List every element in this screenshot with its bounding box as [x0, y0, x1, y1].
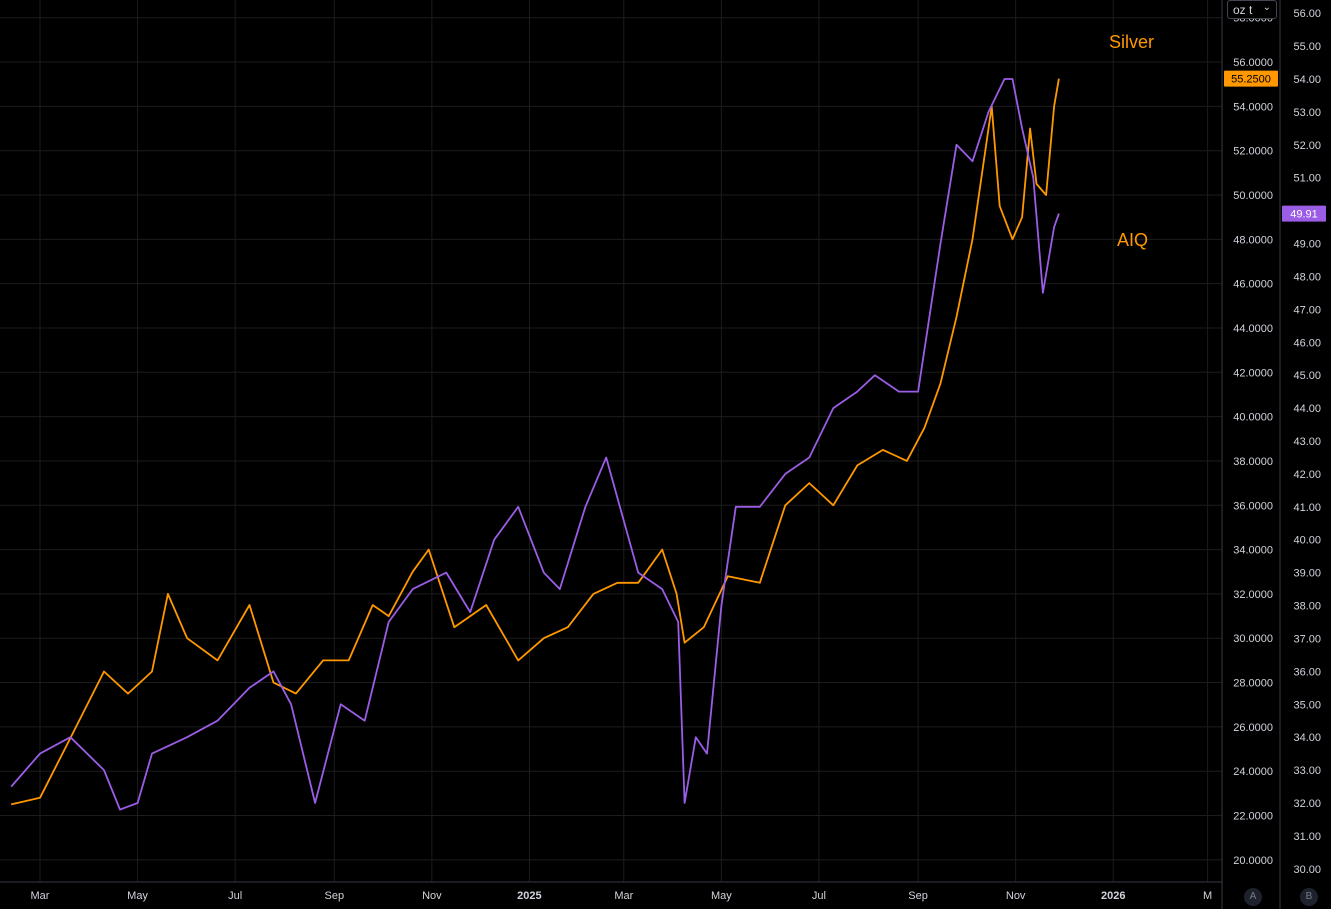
y-left-tick-label: 46.0000 — [1233, 279, 1273, 291]
x-tick-label: Nov — [1006, 890, 1026, 902]
y-right-tick-label: 47.00 — [1293, 304, 1321, 316]
y-right-tick-label: 34.00 — [1293, 732, 1321, 744]
y-right-tick-label: 33.00 — [1293, 765, 1321, 777]
y-right-tick-label: 49.00 — [1293, 239, 1321, 251]
y-right-tick-label: 52.00 — [1293, 140, 1321, 152]
silver-series-line — [10, 78, 1060, 806]
y-left-tick-label: 38.0000 — [1233, 456, 1273, 468]
y-right-tick-label: 55.00 — [1293, 41, 1321, 53]
y-right-tick-label: 30.00 — [1293, 864, 1321, 876]
y-right-tick-label: 36.00 — [1293, 666, 1321, 678]
y-left-tick-label: 34.0000 — [1233, 545, 1273, 557]
y-right-tick-label: 56.00 — [1293, 8, 1321, 20]
y-right-tick-label: 39.00 — [1293, 568, 1321, 580]
y-left-tick-label: 56.0000 — [1233, 57, 1273, 69]
x-tick-label: Sep — [908, 890, 928, 902]
y-right-tick-label: 54.00 — [1293, 74, 1321, 86]
y-left-tick-label: 28.0000 — [1233, 678, 1273, 690]
y-left-tick-label: 30.0000 — [1233, 633, 1273, 645]
y-left-tick-label: 20.0000 — [1233, 855, 1273, 867]
x-tick-label: 2026 — [1101, 890, 1125, 902]
y-left-tick-label: 52.0000 — [1233, 146, 1273, 158]
x-tick-label: Sep — [325, 890, 345, 902]
y-right-tick-label: 53.00 — [1293, 107, 1321, 119]
y-left-tick-label: 24.0000 — [1233, 766, 1273, 778]
y-left-tick-label: 50.0000 — [1233, 190, 1273, 202]
x-tick-label: May — [127, 890, 148, 902]
y-right-tick-label: 46.00 — [1293, 337, 1321, 349]
y-left-tick-label: 36.0000 — [1233, 500, 1273, 512]
y-left-tick-label: 54.0000 — [1233, 101, 1273, 113]
y-left-tick-label: 32.0000 — [1233, 589, 1273, 601]
y-right-tick-label: 31.00 — [1293, 831, 1321, 843]
silver-last-value-badge — [1224, 70, 1278, 87]
unit-value: oz t — [1233, 3, 1253, 17]
x-tick-label: Mar — [614, 890, 633, 902]
y-right-tick-label: 32.00 — [1293, 798, 1321, 810]
x-tick-label: Jul — [228, 890, 242, 902]
chevron-down-icon: ⌄ — [1262, 2, 1271, 13]
silver-series-label: Silver — [1109, 32, 1155, 52]
x-tick-label: M — [1203, 890, 1212, 902]
y-left-tick-label: 26.0000 — [1233, 722, 1273, 734]
y-right-tick-label: 45.00 — [1293, 370, 1321, 382]
aiq-series-line — [10, 78, 1060, 811]
aiq-last-value-text: 49.91 — [1290, 209, 1318, 221]
y-right-tick-label: 35.00 — [1293, 699, 1321, 711]
x-tick-label: May — [711, 890, 732, 902]
y-right-tick-label: 43.00 — [1293, 436, 1321, 448]
y-right-tick-label: 40.00 — [1293, 535, 1321, 547]
y-right-tick-label: 51.00 — [1293, 173, 1321, 185]
y-left-tick-label: 44.0000 — [1233, 323, 1273, 335]
x-tick-label: Mar — [31, 890, 50, 902]
y-right-tick-label: 42.00 — [1293, 469, 1321, 481]
x-tick-label: Jul — [812, 890, 826, 902]
silver-last-value-text: 55.2500 — [1231, 74, 1271, 86]
y-left-tick-label: 22.0000 — [1233, 811, 1273, 823]
aiq-last-value-badge — [1282, 205, 1326, 222]
x-tick-label: 2025 — [517, 890, 541, 902]
y-left-tick-label: 48.0000 — [1233, 234, 1273, 246]
x-tick-label: Nov — [422, 890, 442, 902]
y-right-tick-label: 38.00 — [1293, 601, 1321, 613]
aiq-series-label: AIQ — [1117, 230, 1149, 250]
log-scale-button[interactable]: B — [1300, 888, 1318, 906]
auto-scale-button[interactable]: A — [1244, 888, 1262, 906]
y-right-tick-label: 37.00 — [1293, 633, 1321, 645]
y-left-tick-label: 40.0000 — [1233, 412, 1273, 424]
y-right-tick-label: 44.00 — [1293, 403, 1321, 415]
y-right-tick-label: 41.00 — [1293, 502, 1321, 514]
unit-dropdown[interactable]: oz t ⌄ — [1227, 0, 1277, 19]
y-right-tick-label: 48.00 — [1293, 271, 1321, 283]
y-left-tick-label: 42.0000 — [1233, 367, 1273, 379]
